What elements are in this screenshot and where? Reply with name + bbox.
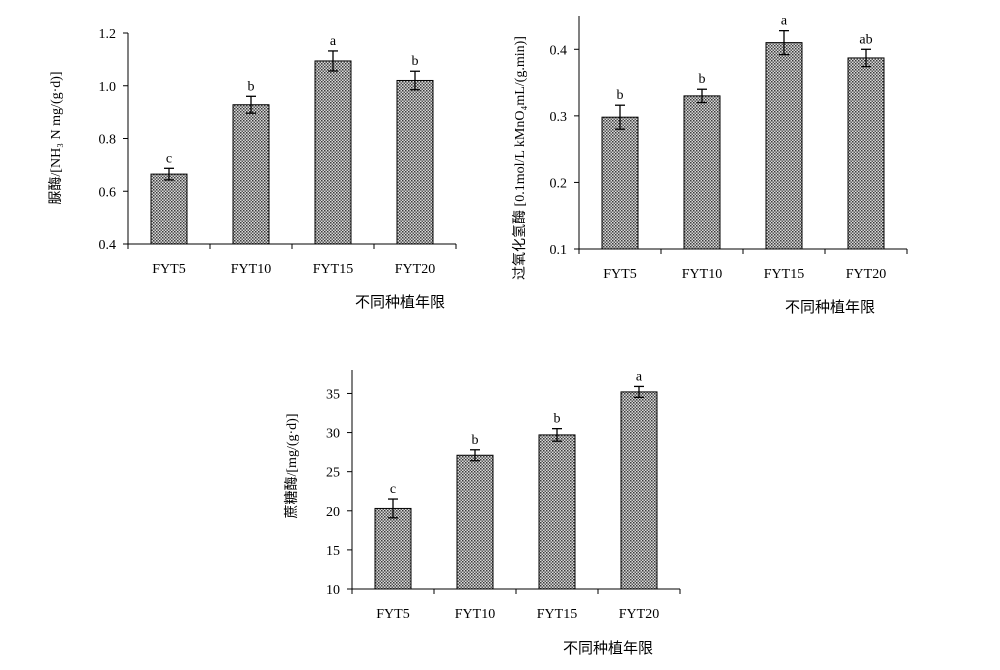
significance-label: b <box>554 412 561 427</box>
bar-fyt10 <box>232 104 270 245</box>
category-label: FYT15 <box>537 607 577 622</box>
category-label: FYT15 <box>764 267 804 282</box>
significance-label: a <box>781 14 788 29</box>
chart-1: 0.4 0.6 0.8 1.0 1.2 c FYT5 b FYT10 a FYT15 b FYT20 脲酶… <box>48 27 457 311</box>
significance-label: b <box>617 88 624 103</box>
category-label: FYT20 <box>395 262 435 277</box>
bar-fyt10 <box>683 95 721 250</box>
y-tick-label: 0.1 <box>550 243 568 258</box>
bar-fyt5 <box>374 507 412 590</box>
chart-2: 0.1 0.2 0.3 0.4 b FYT5 b FYT10 a FYT15 ab FYT20 过氧化氢… <box>512 14 908 316</box>
significance-label: b <box>472 433 479 448</box>
significance-label: ab <box>859 32 872 47</box>
bar-fyt5 <box>150 173 188 245</box>
category-label: FYT20 <box>619 607 659 622</box>
y-axis-label: 脲酶/[NH₃ N mg/(g·d)] <box>48 71 64 204</box>
significance-label: a <box>330 34 337 49</box>
y-tick-label: 25 <box>326 466 340 481</box>
y-tick-label: 0.6 <box>99 185 117 200</box>
category-label: FYT10 <box>455 607 495 622</box>
y-tick-label: 15 <box>326 544 340 559</box>
category-label: FYT5 <box>603 267 636 282</box>
y-tick-label: 0.2 <box>550 176 568 191</box>
y-tick-label: 35 <box>326 387 340 402</box>
y-tick-label: 1.2 <box>99 27 117 42</box>
x-axis-label: 不同种植年限 <box>355 293 445 311</box>
significance-label: c <box>390 482 396 497</box>
y-tick-label: 0.4 <box>550 43 568 58</box>
y-tick-label: 20 <box>326 505 340 520</box>
category-label: FYT5 <box>152 262 185 277</box>
bar-fyt20 <box>847 57 885 250</box>
y-tick-label: 10 <box>326 583 340 598</box>
y-tick-label: 0.4 <box>99 238 117 253</box>
y-axis-label: 蔗糖酶/[mg/(g·d)] <box>284 414 300 519</box>
chart-3: 10 15 20 25 30 35 c FYT5 b FYT10 b FYT15 a FYT20 蔗糖酶/[… <box>284 369 681 657</box>
y-tick-label: 0.8 <box>99 133 117 148</box>
significance-label: c <box>166 151 172 166</box>
bar-fyt15 <box>538 434 576 590</box>
bar-fyt5 <box>601 116 639 250</box>
y-axis-label: 过氧化氢酶 [0.1mol/L kMnO₄mL/(g.min)] <box>512 36 528 280</box>
bar-fyt15 <box>765 42 803 250</box>
significance-label: a <box>636 369 643 384</box>
y-tick-label: 0.3 <box>550 110 568 125</box>
category-label: FYT15 <box>313 262 353 277</box>
category-label: FYT10 <box>231 262 271 277</box>
significance-label: b <box>248 79 255 94</box>
bar-fyt20 <box>396 79 434 245</box>
bar-fyt10 <box>456 454 494 590</box>
x-axis-label: 不同种植年限 <box>563 639 653 657</box>
y-tick-label: 1.0 <box>99 80 117 95</box>
y-tick-label: 30 <box>326 427 340 442</box>
x-axis-label: 不同种植年限 <box>785 298 875 316</box>
category-label: FYT10 <box>682 267 722 282</box>
bar-fyt15 <box>314 60 352 245</box>
category-label: FYT5 <box>376 607 409 622</box>
bar-fyt20 <box>620 391 658 590</box>
significance-label: b <box>412 54 419 69</box>
category-label: FYT20 <box>846 267 886 282</box>
significance-label: b <box>699 72 706 87</box>
